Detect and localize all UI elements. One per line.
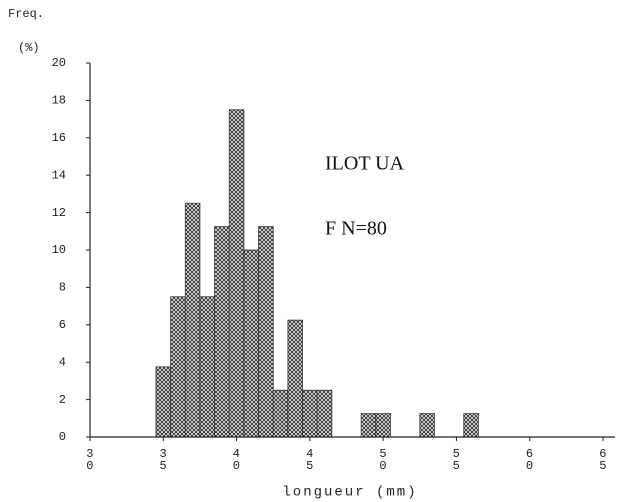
y-tick-label: 6	[59, 318, 66, 332]
bar	[184, 202, 201, 438]
bar	[258, 226, 274, 438]
bar	[214, 226, 230, 438]
x-tick-label: 60	[523, 447, 537, 471]
annotation: ILOT UA	[325, 153, 405, 175]
bar	[228, 109, 245, 438]
bar	[316, 389, 333, 438]
bar	[243, 249, 259, 438]
y-tick-label: 20	[52, 56, 66, 70]
x-label: longueur (mm)	[282, 485, 417, 501]
bar	[360, 413, 377, 438]
x-tick-label: 65	[596, 447, 610, 471]
y-tick-label: 2	[59, 393, 66, 407]
y-tick-label: 0	[59, 430, 66, 444]
x-tick-label: 35	[156, 447, 170, 471]
bar	[170, 296, 186, 438]
bar	[155, 366, 172, 438]
annotation: F N=80	[325, 218, 387, 240]
bar	[375, 413, 391, 438]
bar	[463, 413, 479, 438]
y-tick-label: 10	[52, 243, 66, 257]
y-label-unit: (%)	[18, 41, 40, 55]
bar	[419, 413, 435, 438]
y-tick-label: 18	[52, 94, 66, 108]
bar	[199, 296, 215, 438]
y-label: Freq.	[8, 7, 44, 21]
y-tick-label: 12	[52, 206, 66, 220]
x-tick-label: 45	[303, 447, 317, 471]
bar	[272, 389, 289, 438]
bar	[302, 389, 318, 438]
y-tick-label: 16	[52, 131, 66, 145]
x-tick-label: 40	[229, 447, 243, 471]
y-tick-label: 8	[59, 281, 66, 295]
bar	[287, 319, 303, 438]
x-tick-label: 30	[83, 447, 97, 471]
x-tick-label: 55	[449, 447, 463, 471]
y-tick-label: 4	[59, 355, 66, 369]
y-tick-label: 14	[52, 168, 66, 182]
x-tick-label: 50	[376, 447, 390, 471]
